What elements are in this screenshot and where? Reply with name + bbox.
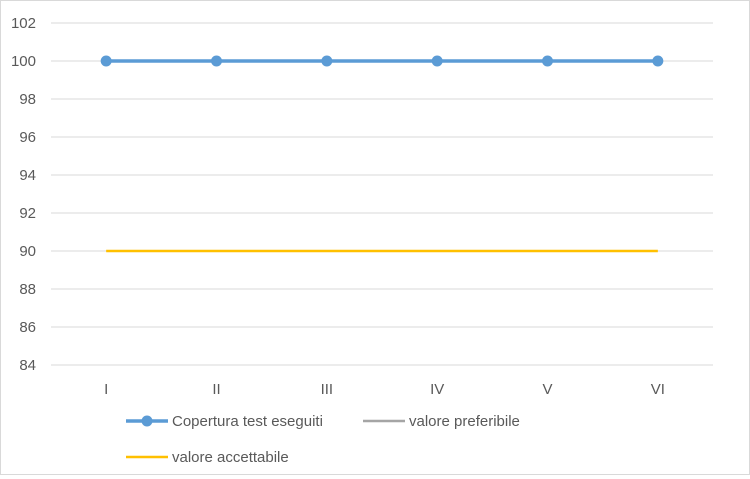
- data-point: [431, 55, 443, 67]
- x-tick-label: III: [321, 381, 334, 398]
- legend-item: valore preferibile: [363, 413, 520, 430]
- x-tick-label: II: [212, 381, 220, 398]
- x-tick-label: I: [104, 381, 108, 398]
- y-tick-label: 92: [19, 205, 36, 222]
- data-point: [542, 55, 553, 67]
- legend-item: Copertura test eseguiti: [126, 413, 323, 430]
- y-tick-label: 100: [11, 53, 36, 70]
- y-tick-label: 86: [19, 319, 36, 336]
- data-point: [321, 55, 333, 67]
- y-tick-label: 84: [19, 357, 36, 374]
- legend-label: valore accettabile: [172, 449, 289, 466]
- y-tick-label: 98: [19, 91, 36, 108]
- gridlines: [51, 22, 713, 366]
- y-tick-label: 96: [19, 129, 36, 146]
- legend-label: Copertura test eseguiti: [172, 413, 323, 430]
- x-tick-label: IV: [430, 381, 444, 398]
- x-tick-label: V: [542, 381, 552, 398]
- legend: Copertura test eseguiti valore preferibil…: [126, 413, 520, 466]
- data-point: [211, 55, 222, 67]
- legend-swatch-marker: [141, 415, 153, 427]
- series-0: [100, 55, 664, 67]
- y-tick-label: 88: [19, 281, 36, 298]
- series-group: [100, 55, 664, 253]
- y-tick-label: 90: [19, 243, 36, 260]
- x-tick-label: VI: [651, 381, 665, 398]
- y-tick-label: 102: [11, 15, 36, 32]
- data-point: [100, 55, 112, 67]
- y-tick-label: 94: [19, 167, 36, 184]
- x-axis-tick-labels: I II III IV V VI: [104, 381, 665, 398]
- legend-label: valore preferibile: [409, 413, 520, 430]
- legend-item: valore accettabile: [126, 449, 289, 466]
- data-point: [652, 55, 664, 67]
- y-axis-tick-labels: 84 86 88 90 92 94 96 98 100 102: [11, 15, 36, 374]
